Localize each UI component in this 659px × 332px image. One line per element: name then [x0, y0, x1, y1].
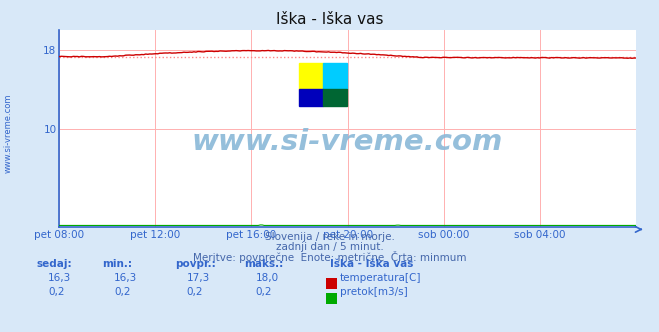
Text: 16,3: 16,3 [114, 273, 137, 283]
Text: Iška - Iška vas: Iška - Iška vas [330, 259, 413, 269]
Text: www.si-vreme.com: www.si-vreme.com [4, 93, 13, 173]
Text: pretok[m3/s]: pretok[m3/s] [340, 288, 408, 297]
Text: povpr.:: povpr.: [175, 259, 215, 269]
Text: maks.:: maks.: [244, 259, 283, 269]
Text: 0,2: 0,2 [48, 288, 65, 297]
Text: Iška - Iška vas: Iška - Iška vas [275, 12, 384, 27]
Text: sedaj:: sedaj: [36, 259, 72, 269]
Text: Meritve: povprečne  Enote: metrične  Črta: minmum: Meritve: povprečne Enote: metrične Črta:… [192, 251, 467, 263]
Text: temperatura[C]: temperatura[C] [340, 273, 422, 283]
Text: Slovenija / reke in morje.: Slovenija / reke in morje. [264, 232, 395, 242]
Text: www.si-vreme.com: www.si-vreme.com [192, 128, 503, 156]
Text: zadnji dan / 5 minut.: zadnji dan / 5 minut. [275, 242, 384, 252]
Text: 17,3: 17,3 [186, 273, 210, 283]
Text: 0,2: 0,2 [256, 288, 272, 297]
Bar [323, 89, 347, 106]
Bar [299, 63, 323, 89]
Bar [299, 89, 323, 106]
Text: 18,0: 18,0 [256, 273, 279, 283]
Text: 0,2: 0,2 [186, 288, 203, 297]
Bar [323, 63, 347, 89]
Text: 16,3: 16,3 [48, 273, 71, 283]
Text: min.:: min.: [102, 259, 132, 269]
Text: 0,2: 0,2 [114, 288, 130, 297]
